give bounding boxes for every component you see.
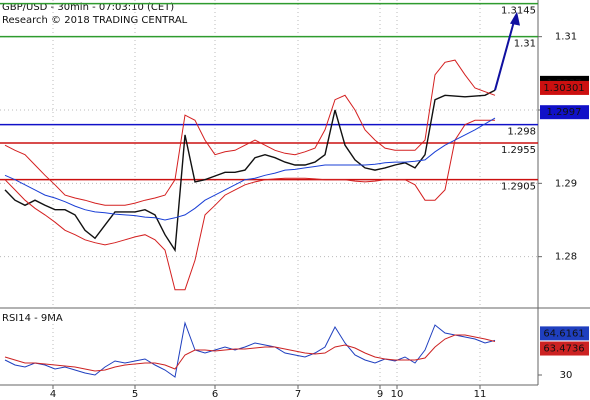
forecast-arrow (494, 17, 516, 91)
series-line (4, 119, 495, 291)
level-label: 1.2955 (501, 145, 536, 156)
series-line (4, 59, 496, 206)
y-tick-label: 1.29 (555, 178, 577, 189)
price-label: 1.30301 (543, 83, 584, 94)
y-tick-label: 30 (560, 370, 573, 381)
price-label: 1.2997 (547, 107, 582, 118)
x-tick-label: 10 (391, 389, 404, 400)
chart-subtitle: Research © 2018 TRADING CENTRAL (2, 15, 188, 26)
series-line (4, 321, 496, 378)
x-tick-label: 9 (377, 389, 383, 400)
level-label: 1.3145 (501, 6, 536, 17)
chart-title: GBP/USD - 30min - 07:03:10 (CET) (2, 2, 174, 13)
level-label: 1.31 (514, 39, 536, 50)
arrow-head (510, 11, 520, 26)
series-line (4, 89, 496, 253)
level-label: 1.298 (507, 127, 536, 138)
value-box (540, 341, 589, 356)
series-line (4, 117, 496, 221)
x-tick-label: 6 (212, 389, 218, 400)
price-box (540, 80, 589, 95)
value-label: 64.6161 (543, 328, 584, 339)
x-tick-label: 7 (295, 389, 301, 400)
y-tick-label: 1.31 (555, 32, 577, 43)
x-tick-label: 11 (474, 389, 487, 400)
x-tick-label: 4 (50, 389, 56, 400)
series-line (4, 334, 496, 372)
value-box (540, 326, 589, 341)
x-tick-label: 5 (132, 389, 138, 400)
level-label: 1.2905 (501, 182, 536, 193)
value-label: 63.4736 (543, 344, 584, 355)
price-box (540, 105, 589, 120)
panel-title: RSI14 - 9MA (2, 313, 63, 324)
y-tick-label: 1.28 (555, 252, 577, 263)
